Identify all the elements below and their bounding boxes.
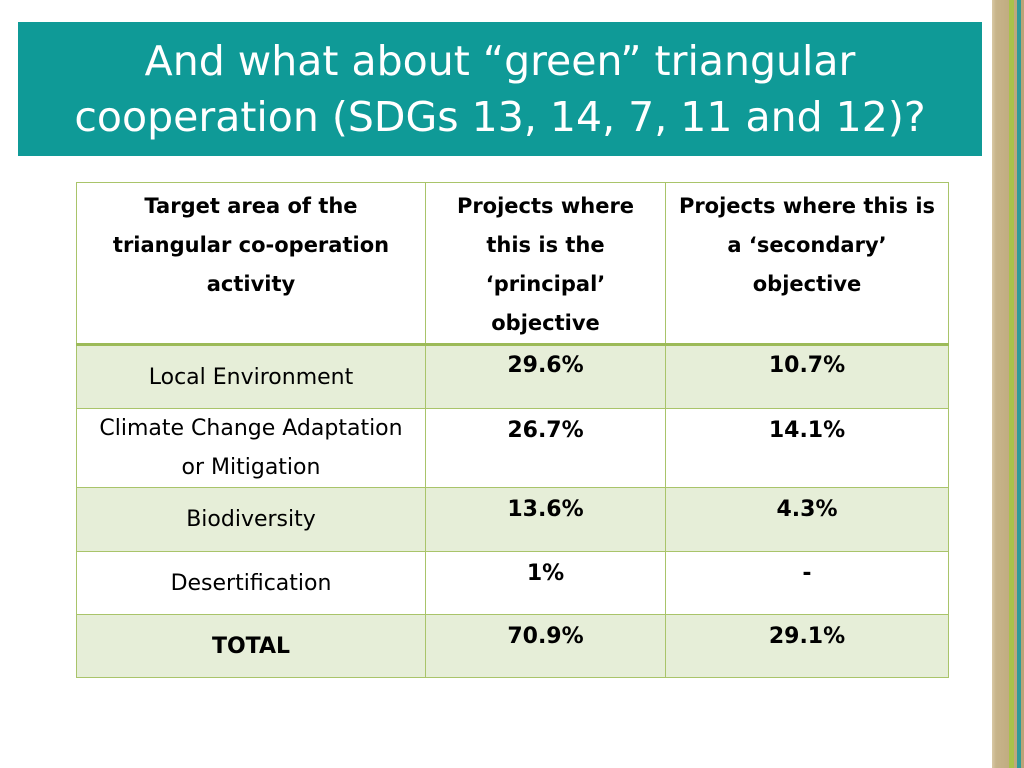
table-row: Biodiversity 13.6% 4.3% xyxy=(76,487,949,552)
header-target-area: Target area of the triangular co-operati… xyxy=(76,182,426,345)
row-secondary-value: - xyxy=(665,551,949,615)
green-cooperation-table-container: Target area of the triangular co-operati… xyxy=(76,182,949,678)
right-accent-stripe-teal xyxy=(1017,0,1021,768)
total-secondary-value: 29.1% xyxy=(665,614,949,678)
total-label: TOTAL xyxy=(76,614,426,678)
row-principal-value: 13.6% xyxy=(425,487,666,552)
row-secondary-value: 14.1% xyxy=(665,408,949,488)
header-secondary-objective: Projects where this is a ‘secondary’ obj… xyxy=(665,182,949,345)
right-accent-stripe-green xyxy=(1009,0,1014,768)
row-area-label: Biodiversity xyxy=(76,487,426,552)
table-row: Local Environment 29.6% 10.7% xyxy=(76,344,949,409)
total-principal-value: 70.9% xyxy=(425,614,666,678)
table-total-row: TOTAL 70.9% 29.1% xyxy=(76,614,949,678)
row-principal-value: 26.7% xyxy=(425,408,666,488)
green-cooperation-table: Target area of the triangular co-operati… xyxy=(76,182,949,678)
row-principal-value: 29.6% xyxy=(425,344,666,409)
slide-title: And what about “green” triangular cooper… xyxy=(74,37,926,141)
table-header-row: Target area of the triangular co-operati… xyxy=(76,182,949,345)
table-row: Desertification 1% - xyxy=(76,551,949,615)
row-principal-value: 1% xyxy=(425,551,666,615)
table-row: Climate Change Adaptation or Mitigation … xyxy=(76,408,949,488)
title-banner: And what about “green” triangular cooper… xyxy=(18,22,982,156)
row-area-label: Climate Change Adaptation or Mitigation xyxy=(76,408,426,488)
row-area-label: Desertification xyxy=(76,551,426,615)
header-principal-objective: Projects where this is the ‘principal’ o… xyxy=(425,182,666,345)
row-area-label: Local Environment xyxy=(76,344,426,409)
row-secondary-value: 4.3% xyxy=(665,487,949,552)
row-secondary-value: 10.7% xyxy=(665,344,949,409)
